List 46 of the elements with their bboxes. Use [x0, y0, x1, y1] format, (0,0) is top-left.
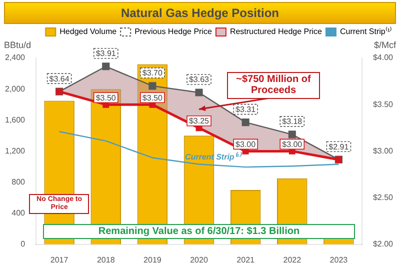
data-label: $3.50 — [142, 93, 163, 102]
y2-tick-label: $3.00 — [372, 146, 394, 156]
data-label: $3.50 — [96, 93, 116, 102]
data-label: $3.18 — [282, 117, 303, 126]
y-tick-label: 2,400 — [4, 53, 26, 62]
x-tick-label: 2017 — [50, 255, 69, 264]
callout-box: ~$750 Million of Proceeds — [227, 72, 320, 99]
y2-tick-label: $2.50 — [372, 193, 394, 202]
data-label: $3.64 — [49, 74, 70, 84]
data-label: $3.31 — [236, 105, 256, 114]
text: Current Strip⁽¹⁾ — [184, 152, 241, 162]
data-label: $3.70 — [142, 68, 163, 78]
x-tick-label: 2022 — [283, 255, 302, 264]
y-tick-label: 2,000 — [4, 84, 26, 94]
y-tick-label: 0 — [20, 240, 26, 249]
chart-title: Natural Gas Hedge Position — [4, 2, 396, 24]
data-label: $3.63 — [188, 75, 210, 84]
y-axis-title: BBtu/d — [4, 40, 32, 50]
x-tick-label: 2020 — [190, 255, 208, 264]
x-tick-label: 2021 — [236, 255, 256, 264]
data-label: $3.00 — [282, 140, 303, 149]
data-label: $3.91 — [96, 49, 116, 58]
callout-box: Remaining Value as of 6/30/17: $1.3 Billion — [43, 224, 355, 240]
legend-label: Restructured Hedge Price — [230, 27, 323, 36]
point — [195, 88, 203, 96]
y2-axis-title: $/Mcf — [374, 40, 396, 50]
legend-label: Hedged Volume — [60, 27, 118, 36]
y-tick-label: 400 — [12, 208, 26, 218]
y2-tick-label: $2.00 — [372, 240, 394, 249]
point — [242, 118, 250, 126]
y-tick-label: 800 — [12, 177, 26, 186]
y2-tick-label: $3.50 — [372, 100, 394, 109]
legend-label: Previous Hedge Price — [134, 27, 212, 36]
y-tick-label: 1,600 — [4, 115, 26, 124]
x-tick-label: 2018 — [96, 255, 116, 264]
point — [288, 130, 296, 138]
x-tick-label: 2019 — [144, 255, 162, 264]
y2-tick-label: $4.00 — [372, 53, 394, 62]
data-label: $3.00 — [236, 140, 256, 149]
data-label: $2.91 — [328, 142, 350, 152]
legend-label: Current Strip⁽¹⁾ — [340, 26, 392, 36]
x-tick-label: 2023 — [330, 255, 348, 264]
point — [148, 82, 156, 90]
data-label: $3.25 — [188, 116, 210, 126]
point — [102, 62, 110, 70]
y-tick-label: 1,200 — [4, 146, 26, 156]
